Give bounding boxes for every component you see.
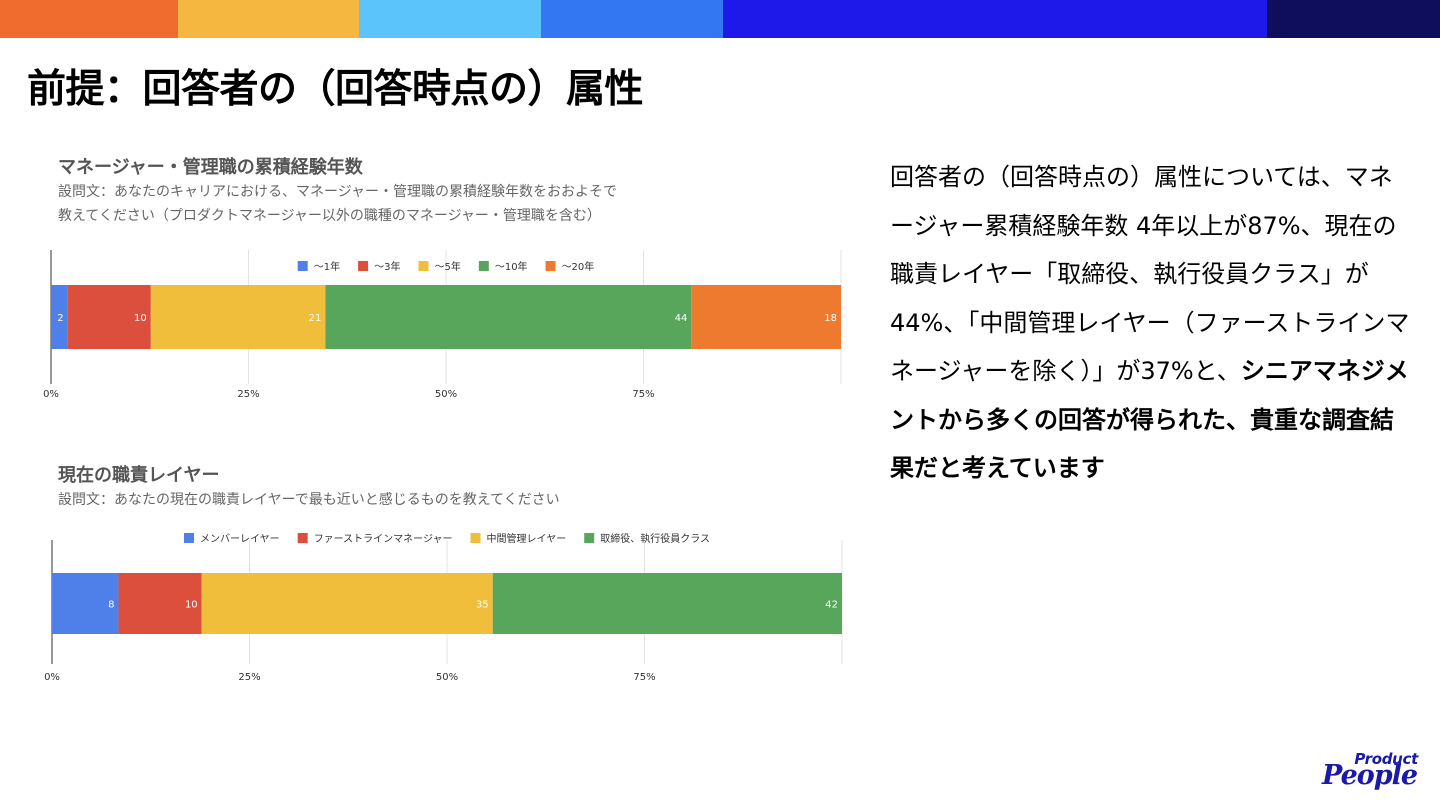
chart-title: 現在の職責レイヤー <box>58 465 220 486</box>
legend-label: 取締役、執行役員クラス <box>600 532 710 545</box>
color-bar-segment <box>359 0 541 38</box>
chart-title: マネージャー・管理職の累積経験年数 <box>58 157 363 178</box>
bar-segment <box>492 573 842 634</box>
data-label: 44 <box>675 313 688 324</box>
bar-segment <box>52 573 119 634</box>
legend-swatch <box>183 533 194 543</box>
chart-experience-years: マネージャー・管理職の累積経験年数 設問文：あなたのキャリアにおける、マネージャ… <box>43 153 858 400</box>
bar-segment <box>118 573 202 634</box>
bar-segment <box>150 285 326 349</box>
data-label: 8 <box>108 600 114 611</box>
bar-segment <box>325 285 692 349</box>
x-tick-label: 75% <box>632 389 654 400</box>
legend-swatch <box>584 533 595 543</box>
x-tick-label: 50% <box>436 672 458 683</box>
stacked-bar-chart: 〜1年 〜3年 〜5年 〜10年 〜20年 2 10 21 44 18 0% 25% 50% 75% <box>43 250 842 400</box>
data-label: 10 <box>134 313 147 324</box>
bar-segment <box>201 573 493 634</box>
data-label: 18 <box>824 313 837 324</box>
bar-segment <box>51 285 68 349</box>
brand-line1: Product <box>1354 750 1418 768</box>
data-label: 35 <box>476 600 489 611</box>
color-bar-segment <box>541 0 723 38</box>
color-bar-segment <box>723 0 1267 38</box>
legend-swatch <box>478 261 489 271</box>
legend-label: メンバーレイヤー <box>200 533 280 545</box>
chart-question-line: 教えてください（プロダクトマネージャー以外の職種のマネージャー・管理職を含む） <box>58 208 601 224</box>
legend-swatch <box>297 533 308 543</box>
x-tick-label: 50% <box>435 389 457 400</box>
product-people-logo: Product People <box>1318 748 1422 798</box>
data-label: 42 <box>825 600 838 611</box>
legend-label: 〜3年 <box>374 260 400 273</box>
color-bar-segment <box>1267 0 1440 38</box>
bar-segment <box>67 285 151 349</box>
x-tick-label: 0% <box>44 672 60 683</box>
top-color-bar <box>0 0 1440 38</box>
legend-swatch <box>418 261 429 271</box>
legend-label: 〜10年 <box>495 260 528 273</box>
chart-responsibility-layer: 現在の職責レイヤー 設問文：あなたの現在の職責レイヤーで最も近いと感じるものを教… <box>44 461 858 683</box>
brand-line2: People <box>1322 760 1418 791</box>
legend-label: 〜5年 <box>434 260 460 273</box>
legend-label: 〜1年 <box>314 260 340 273</box>
data-label: 2 <box>57 313 63 324</box>
chart-question-line: 設問文：あなたの現在の職責レイヤーで最も近いと感じるものを教えてください <box>58 492 560 508</box>
legend-swatch <box>358 261 369 271</box>
summary-text: 回答者の（回答時点の）属性については、マネージャー累積経験年数 4年以上が87%… <box>890 153 1410 493</box>
legend-label: 〜20年 <box>562 260 595 273</box>
summary-highlight: シニアマネジメントから多くの回答が得られた、貴重な調査結果だと考えています <box>890 357 1409 482</box>
stacked-bar-chart: メンバーレイヤー ファーストラインマネージャー 中間管理レイヤー 取締役、執行役員クラ… <box>44 532 843 683</box>
x-tick-label: 25% <box>238 672 260 683</box>
legend-label: ファーストラインマネージャー <box>314 533 453 545</box>
summary-part1: 回答者の（回答時点の）属性については、マネージャー累積経験年数 4年以上が87%… <box>890 163 1410 385</box>
legend-swatch <box>297 261 308 271</box>
chart-question-line: 設問文：あなたのキャリアにおける、マネージャー・管理職の累積経験年数をおおよそで <box>58 184 618 200</box>
legend-swatch <box>545 261 556 271</box>
x-tick-label: 0% <box>43 389 59 400</box>
data-label: 21 <box>309 313 322 324</box>
color-bar-segment <box>0 0 178 38</box>
legend-label: 中間管理レイヤー <box>487 532 567 545</box>
color-bar-segment <box>178 0 359 38</box>
data-label: 10 <box>185 600 198 611</box>
legend-swatch <box>470 533 481 543</box>
x-tick-label: 25% <box>237 389 259 400</box>
slide-title: 前提：回答者の（回答時点の）属性 <box>27 67 644 112</box>
bar-segment <box>691 285 841 349</box>
x-tick-label: 75% <box>633 672 655 683</box>
